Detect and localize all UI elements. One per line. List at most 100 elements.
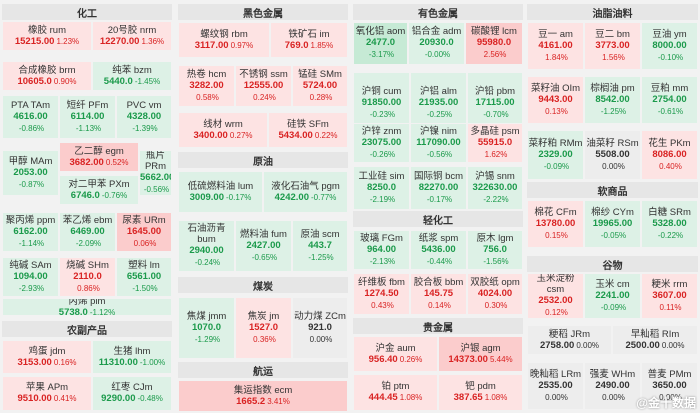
contract-tile[interactable]: 烧碱 SHm 2110.0 0.86%	[59, 257, 116, 297]
contract-tile[interactable]: 短纤 PFm 6114.00 -1.13%	[59, 95, 116, 139]
last-price: 3400.00	[193, 129, 228, 141]
contract-tile[interactable]: 动力煤 ZCm 921.0 0.00%	[292, 297, 348, 359]
contract-tile[interactable]: 集运指数 ecm 1665.2 3.41%	[178, 380, 348, 412]
contract-tile[interactable]: 焦炭 jm 1527.0 0.36%	[235, 297, 292, 359]
contract-tile[interactable]: 热卷 hcm 3282.00 0.58%	[178, 65, 235, 107]
contract-tile[interactable]: 早籼稻 RIm 2500.00 0.00%	[612, 325, 698, 355]
contract-tile[interactable]: 工业硅 sim 8250.0 -2.19%	[353, 166, 410, 210]
contract-tile[interactable]: 低硫燃料油 lum 3009.00 -0.17%	[178, 171, 263, 213]
contract-tile[interactable]: 瓶片 PRm 5662.00 -0.56%	[139, 150, 172, 196]
contract-tile[interactable]: 20号胶 nrm 12270.00 1.36%	[92, 21, 172, 51]
contract-tile[interactable]: 纤维板 fbm 1274.50 0.43%	[353, 273, 410, 315]
contract-name: 花生 PKm	[648, 137, 691, 149]
contract-tile[interactable]: 粳米 rrm 3607.00 0.11%	[641, 273, 698, 319]
contract-tile[interactable]: 纯碱 SAm 1094.00 -2.93%	[2, 257, 59, 297]
contract-name: 苹果 APm	[25, 382, 69, 393]
contract-tile[interactable]: 沪金 aum 956.40 0.26%	[353, 336, 438, 372]
contract-name: 对二甲苯 PXm	[68, 178, 130, 190]
contract-tile[interactable]: 丙烯 plm 5738.0 -1.12%	[2, 298, 172, 316]
contract-tile[interactable]: PVC vm 4328.00 -1.39%	[116, 95, 172, 139]
last-price: 756.0	[483, 243, 507, 255]
contract-tile[interactable]: 苹果 APm 9510.00 0.41%	[2, 376, 92, 411]
contract-tile[interactable]: 燃料油 fum 2427.00 -0.65%	[235, 220, 292, 272]
contract-tile[interactable]: 原油 scm 443.7 -1.25%	[292, 220, 348, 272]
change-percent: 5.44%	[489, 354, 513, 364]
contract-tile[interactable]: 红枣 CJm 9290.00 -0.48%	[92, 376, 172, 411]
contract-tile[interactable]: 乙二醇 egm 3682.00 0.52%	[59, 142, 139, 172]
contract-tile[interactable]: 豆油 ym 8000.00 -0.10%	[641, 22, 698, 70]
contract-tile[interactable]: 钯 pdm 387.65 1.08%	[438, 374, 523, 411]
contract-tile[interactable]: 棉花 CFm 13780.00 0.15%	[527, 200, 584, 248]
contract-name: 线材 wrm	[203, 118, 243, 130]
contract-tile[interactable]: 国际铜 bcm 82270.00 -0.17%	[410, 166, 467, 210]
contract-tile[interactable]: 沪锡 snm 322630.00 -2.22%	[467, 166, 523, 210]
last-price: 5662.00	[140, 172, 172, 183]
contract-tile[interactable]: 尿素 URm 1645.00 0.06%	[116, 212, 172, 252]
last-price: 3282.00	[189, 79, 224, 91]
contract-tile[interactable]: 铝合金 adm 20930.0 -0.00%	[408, 22, 465, 65]
contract-tile[interactable]: 胶合板 bbm 145.75 0.14%	[410, 273, 467, 315]
contract-tile[interactable]: 合成橡胶 brm 10605.0 0.90%	[2, 61, 92, 91]
contract-tile[interactable]: 铁矿石 im 769.0 1.85%	[270, 22, 348, 58]
last-price: 1094.00	[13, 270, 48, 282]
contract-tile[interactable]: 多晶硅 psm 55915.0 1.62%	[467, 123, 523, 163]
contract-tile[interactable]: 双胶纸 opm 4024.00 0.30%	[467, 273, 523, 315]
contract-tile[interactable]: 线材 wrm 3400.00 0.27%	[178, 112, 268, 148]
contract-tile[interactable]: 玉米淀粉 csm 2532.00 0.12%	[527, 273, 584, 319]
contract-name: 沪镍 nim	[420, 125, 457, 137]
contract-tile[interactable]: 油菜籽 RSm 5508.00 0.00%	[584, 130, 641, 180]
contract-tile[interactable]: 菜籽粕 RMm 2329.00 -0.09%	[527, 130, 584, 180]
contract-tile[interactable]: 锰硅 SMm 5724.00 0.28%	[292, 65, 348, 107]
contract-tile[interactable]: 焦煤 jmm 1070.0 -1.29%	[178, 297, 235, 359]
contract-tile[interactable]: 液化石油气 pgm 4242.00 -0.77%	[263, 171, 348, 213]
contract-tile[interactable]: 聚丙烯 ppm 6162.00 -1.14%	[2, 212, 59, 252]
last-price: 4328.00	[126, 110, 162, 122]
last-price: 8086.00	[652, 148, 687, 160]
contract-tile[interactable]: 豆一 am 4161.00 1.84%	[527, 22, 584, 70]
contract-tile[interactable]: 鸡蛋 jdm 3153.00 0.16%	[2, 340, 92, 374]
contract-tile[interactable]: 苯乙烯 ebm 6469.00 -2.09%	[59, 212, 116, 252]
contract-tile[interactable]: 铂 ptm 444.45 1.08%	[353, 374, 438, 411]
contract-tile[interactable]: 粳稻 JRm 2758.00 0.00%	[527, 325, 612, 355]
contract-name: 菜籽油 OIm	[530, 82, 581, 94]
contract-tile[interactable]: 螺纹钢 rbm 3117.00 0.97%	[178, 22, 270, 58]
contract-tile[interactable]: 强麦 WHm 2490.00 0.00%	[584, 362, 641, 410]
contract-tile[interactable]: 菜籽油 OIm 9443.00 0.13%	[527, 76, 584, 124]
contract-tile[interactable]: 棕榈油 pm 8542.00 -1.25%	[584, 76, 641, 124]
contract-tile[interactable]: 沪镍 nim 117090.00 -0.56%	[410, 123, 467, 163]
contract-tile[interactable]: 玻璃 FGm 964.00 -2.13%	[353, 230, 410, 270]
contract-tile[interactable]: 对二甲苯 PXm 6746.0 -0.76%	[59, 175, 139, 205]
contract-tile[interactable]: 花生 PKm 8086.00 0.40%	[641, 130, 698, 180]
contract-tile[interactable]: 甲醇 MAm 2053.00 -0.87%	[2, 150, 59, 196]
contract-name: 铂 ptm	[381, 381, 410, 392]
change-percent: -1.13%	[75, 123, 102, 133]
last-price: 23075.00	[361, 136, 402, 148]
contract-tile[interactable]: 橡胶 rum 15215.00 1.23%	[2, 21, 92, 51]
contract-tile[interactable]: 碳酸锂 lcm 95980.0 2.56%	[465, 22, 523, 65]
contract-tile[interactable]: 豆二 bm 3773.00 1.56%	[584, 22, 641, 70]
contract-tile[interactable]: 棉纱 CYm 19965.00 -0.05%	[584, 200, 641, 248]
contract-tile[interactable]: 生猪 lhm 11310.00 -1.00%	[92, 340, 172, 374]
last-price: 4161.00	[538, 39, 573, 51]
contract-name: 多晶硅 psm	[470, 125, 520, 137]
contract-tile[interactable]: 豆粕 mm 2754.00 -0.61%	[641, 76, 698, 124]
contract-tile[interactable]: 纸浆 spm 5436.00 -0.44%	[410, 230, 467, 270]
contract-tile[interactable]: 沪锌 znm 23075.00 -0.26%	[353, 123, 410, 163]
contract-tile[interactable]: 沪银 agm 14373.00 5.44%	[438, 336, 523, 372]
contract-name: 沪锌 znm	[361, 125, 402, 137]
contract-tile[interactable]: 不锈钢 ssm 12555.00 0.24%	[235, 65, 292, 107]
contract-tile[interactable]: 晚籼稻 LRm 2535.00 0.00%	[527, 362, 584, 410]
contract-tile[interactable]: 白糖 SRm 5328.00 -0.22%	[641, 200, 698, 248]
contract-tile[interactable]: 普麦 PMm 3650.00 0.00%	[641, 362, 698, 410]
contract-tile[interactable]: 塑料 lm 6561.00 -1.50%	[116, 257, 172, 297]
contract-tile[interactable]: PTA TAm 4616.00 -0.86%	[2, 95, 59, 139]
contract-tile[interactable]: 原木 lgm 756.0 -1.56%	[467, 230, 523, 270]
change-percent: -0.09%	[543, 161, 570, 171]
change-percent: -3.17%	[368, 50, 395, 59]
contract-tile[interactable]: 硅铁 SFm 5434.00 0.22%	[268, 112, 348, 148]
contract-tile[interactable]: 氧化铝 aom 2477.0 -3.17%	[353, 22, 408, 65]
contract-tile[interactable]: 石油沥青 bum 2940.00 -0.24%	[178, 220, 235, 272]
contract-tile[interactable]: 玉米 cm 2241.00 -0.09%	[584, 273, 641, 319]
last-price: 6114.00	[70, 110, 105, 122]
contract-tile[interactable]: 纯苯 bzm 5440.0 -1.45%	[92, 61, 172, 91]
